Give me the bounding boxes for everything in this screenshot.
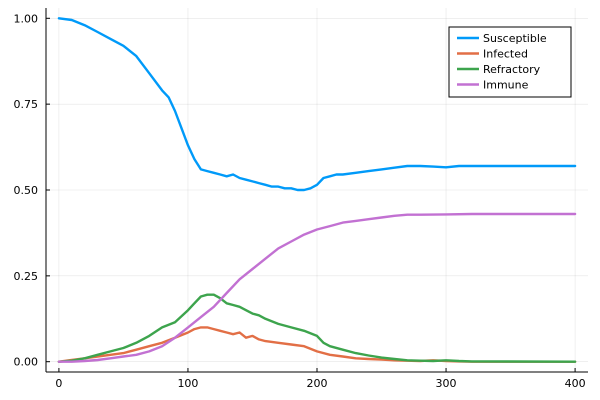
x-tick-label: 100 [177,377,198,390]
x-tick-label: 400 [565,377,586,390]
legend-label-susceptible: Susceptible [483,32,547,45]
legend-label-infected: Infected [483,48,528,61]
x-tick-label: 0 [55,377,62,390]
x-tick-label: 300 [436,377,457,390]
legend-label-immune: Immune [483,79,529,92]
y-tick-label: 0.75 [14,98,39,111]
y-tick-label: 0.00 [14,356,39,369]
y-tick-label: 1.00 [14,12,39,25]
legend-label-refractory: Refractory [483,63,541,76]
axes [45,8,588,373]
tick-labels: 0 100 200 300 400 0.00 0.25 0.50 0.75 1.00 [14,12,586,390]
series-lines [57,17,577,363]
series-line-refractory [57,293,577,363]
series-line-susceptible [57,17,577,192]
grid [46,8,588,372]
y-tick-label: 0.25 [14,270,39,283]
x-tick-label: 200 [307,377,328,390]
legend: Susceptible Infected Refractory Immune [448,26,572,98]
y-tick-label: 0.50 [14,184,39,197]
series-line-immune [57,212,577,363]
